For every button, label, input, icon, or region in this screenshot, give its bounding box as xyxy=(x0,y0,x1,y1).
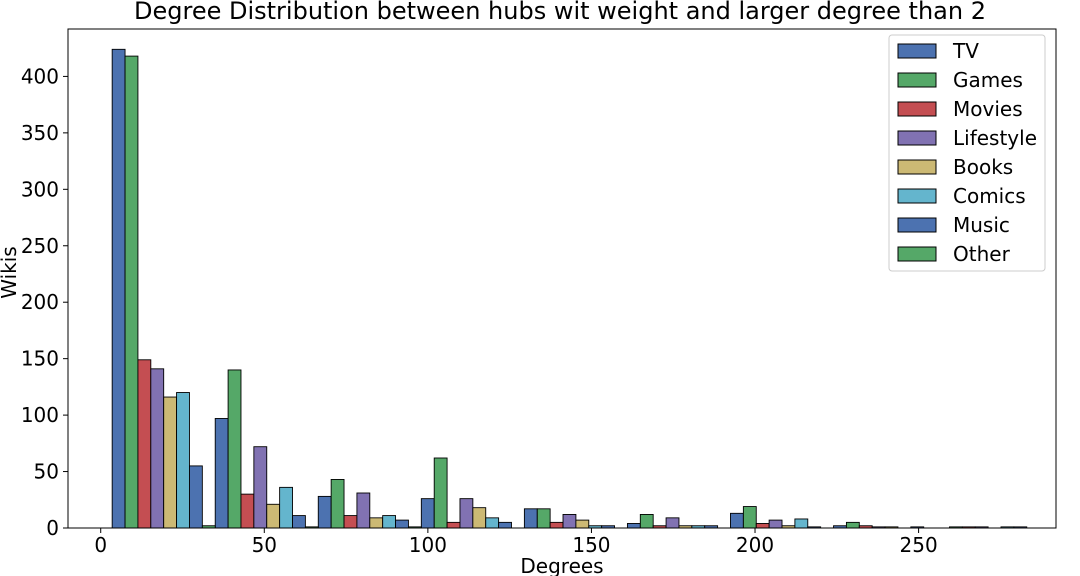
chart-title: Degree Distribution between hubs wit wei… xyxy=(134,0,986,25)
bar-books-0 xyxy=(163,396,178,529)
bar-comics-0 xyxy=(176,392,190,529)
bar-movies-3 xyxy=(446,521,461,529)
plot-area-frame xyxy=(67,28,1057,529)
bar-books-2 xyxy=(369,517,384,529)
bar-games-7 xyxy=(845,521,860,529)
legend-label-tv: TV xyxy=(952,39,979,63)
legend-swatch-comics xyxy=(897,188,937,204)
bar-books-4 xyxy=(575,519,590,529)
bar-tv-0 xyxy=(111,48,126,529)
bar-tv-2 xyxy=(317,495,332,529)
x-tick-label: 150 xyxy=(572,533,610,557)
y-tick-label: 100 xyxy=(21,403,59,427)
bar-movies-1 xyxy=(240,493,255,529)
bar-tv-1 xyxy=(214,418,229,529)
bar-games-2 xyxy=(330,479,345,529)
x-axis-label: Degrees xyxy=(520,554,603,576)
bar-movies-4 xyxy=(549,521,564,529)
x-tick-label: 250 xyxy=(900,533,938,557)
y-axis-ticks: 0 50 100 150 200 250 300 350 400 xyxy=(21,64,68,540)
legend-swatch-games xyxy=(897,72,937,88)
legend-box xyxy=(888,34,1046,272)
x-tick-label: 0 xyxy=(94,533,107,557)
legend-label-comics: Comics xyxy=(953,184,1026,208)
bar-music-1 xyxy=(292,515,306,529)
bar-tv-4 xyxy=(523,508,538,529)
bar-comics-2 xyxy=(382,515,397,529)
bar-comics-1 xyxy=(279,486,293,529)
bar-tv-6 xyxy=(730,512,744,529)
legend-label-lifestyle: Lifestyle xyxy=(953,126,1037,150)
bar-games-0 xyxy=(124,55,139,529)
bar-lifestyle-6 xyxy=(768,519,783,529)
legend-swatch-tv xyxy=(897,43,937,59)
legend-label-other: Other xyxy=(953,242,1011,266)
bar-games-3 xyxy=(433,457,448,529)
x-axis-ticks: 0 50 100 150 200 250 xyxy=(94,528,938,557)
legend-swatch-books xyxy=(897,159,937,175)
bar-music-2 xyxy=(395,519,409,529)
bar-games-1 xyxy=(227,369,242,529)
y-tick-label: 50 xyxy=(34,460,59,484)
bars-group xyxy=(111,48,1028,529)
y-tick-label: 400 xyxy=(21,64,59,88)
legend: TV Games Movies Lifestyle Books Comics Music Ot… xyxy=(888,34,1046,272)
legend-swatch-music xyxy=(897,217,937,233)
bar-comics-6 xyxy=(794,518,809,529)
bar-tv-3 xyxy=(420,498,435,529)
x-tick-label: 200 xyxy=(736,533,774,557)
bar-games-4 xyxy=(536,508,551,529)
y-tick-label: 300 xyxy=(21,177,59,201)
legend-label-music: Music xyxy=(953,213,1010,237)
y-tick-label: 200 xyxy=(21,290,59,314)
y-tick-label: 0 xyxy=(46,516,59,540)
y-axis-label: Wikis xyxy=(0,246,21,298)
y-tick-label: 150 xyxy=(21,347,59,371)
x-tick-label: 100 xyxy=(409,533,447,557)
bar-movies-0 xyxy=(137,359,152,529)
bar-lifestyle-1 xyxy=(253,446,268,529)
bar-books-1 xyxy=(266,503,281,529)
bar-music-3 xyxy=(498,521,512,529)
bar-lifestyle-3 xyxy=(459,498,474,529)
legend-swatch-movies xyxy=(897,101,937,117)
legend-swatch-other xyxy=(897,246,937,262)
bar-movies-2 xyxy=(343,515,358,529)
legend-label-games: Games xyxy=(953,68,1023,92)
x-tick-label: 50 xyxy=(252,533,277,557)
bar-games-6 xyxy=(742,506,757,529)
y-tick-label: 250 xyxy=(21,234,59,258)
y-tick-label: 350 xyxy=(21,121,59,145)
bar-lifestyle-2 xyxy=(356,492,371,529)
bar-games-5 xyxy=(639,514,654,529)
legend-label-books: Books xyxy=(953,155,1013,179)
legend-label-movies: Movies xyxy=(953,97,1023,121)
bar-lifestyle-5 xyxy=(665,517,680,529)
bar-comics-3 xyxy=(485,517,500,529)
bar-books-3 xyxy=(472,507,487,529)
bar-movies-6 xyxy=(755,523,770,529)
bar-lifestyle-0 xyxy=(150,368,165,529)
bar-music-0 xyxy=(189,465,203,529)
bar-tv-5 xyxy=(626,523,641,529)
bar-lifestyle-4 xyxy=(562,514,577,529)
legend-swatch-lifestyle xyxy=(897,130,937,146)
